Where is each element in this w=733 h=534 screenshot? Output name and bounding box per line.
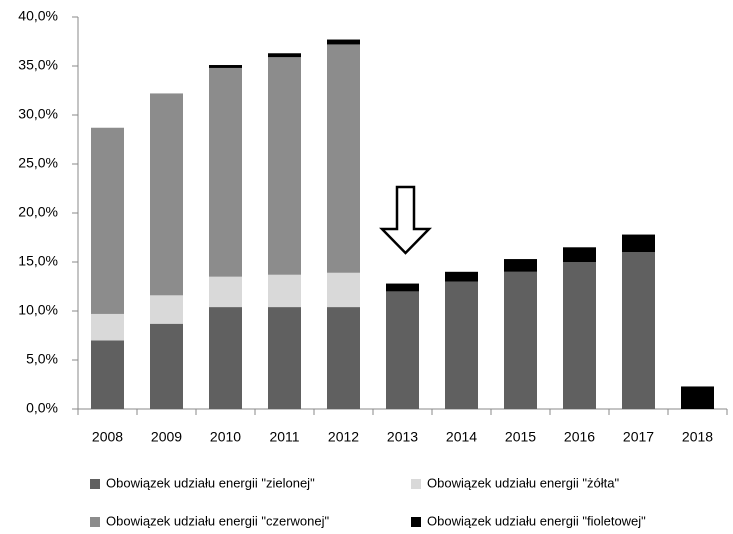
bar-segment [91,340,124,409]
y-tick-label: 15,0% [18,253,58,269]
bar-segment [209,307,242,409]
y-tick-label: 20,0% [18,204,58,220]
x-tick-label: 2013 [387,429,418,445]
bar-segment [445,271,478,282]
bar-segment [327,44,360,273]
bar-segment [386,291,419,409]
legend-label: Obowiązek udziału energii "żółta" [427,475,619,490]
x-tick-label: 2009 [151,429,182,445]
y-tick-label: 30,0% [18,106,58,122]
legend-label: Obowiązek udziału energii "czerwonej" [106,513,330,528]
y-tick-label: 5,0% [26,351,58,367]
x-tick-label: 2018 [682,429,713,445]
y-tick-label: 35,0% [18,57,58,73]
y-tick-label: 25,0% [18,155,58,171]
x-tick-label: 2008 [92,429,123,445]
legend-swatch [411,517,421,527]
x-tick-label: 2010 [210,429,241,445]
x-tick-label: 2011 [269,429,299,445]
bar-segment [209,65,242,68]
bar-segment [91,313,124,341]
annotation-arrow [379,185,432,255]
bar-segment [622,234,655,253]
x-tick-label: 2014 [446,429,477,445]
legend-label: Obowiązek udziału energii "fioletowej" [427,513,646,528]
bar-segment [563,247,596,262]
legend-swatch [411,479,421,489]
bar-segment [327,307,360,409]
bar-segment [268,57,301,275]
y-tick-label: 0,0% [26,400,58,416]
y-tick-label: 10,0% [18,302,58,318]
bar-segment [327,39,360,45]
legend-swatch [90,479,100,489]
x-tick-label: 2016 [564,429,595,445]
legend-swatch [90,517,100,527]
bar-segment [150,323,183,409]
bar-segment [268,53,301,58]
legend-label: Obowiązek udziału energii "zielonej" [106,475,315,490]
y-tick-label: 40,0% [18,8,58,24]
bar-segment [622,252,655,409]
bar-segment [209,276,242,308]
bar-segment [150,295,183,324]
bar-segment [150,93,183,296]
x-tick-label: 2017 [623,429,654,445]
bar-segment [445,281,478,409]
bar-segment [386,283,419,292]
bar-segment [504,271,537,409]
bar-segment [268,307,301,409]
bar-segment [91,127,124,314]
x-tick-label: 2012 [328,429,359,445]
bar-segment [681,386,714,409]
bar-segment [327,272,360,308]
bar-segment [504,259,537,272]
bar-segment [268,274,301,308]
x-tick-label: 2015 [505,429,536,445]
bar-segment [209,67,242,277]
bar-segment [563,262,596,409]
